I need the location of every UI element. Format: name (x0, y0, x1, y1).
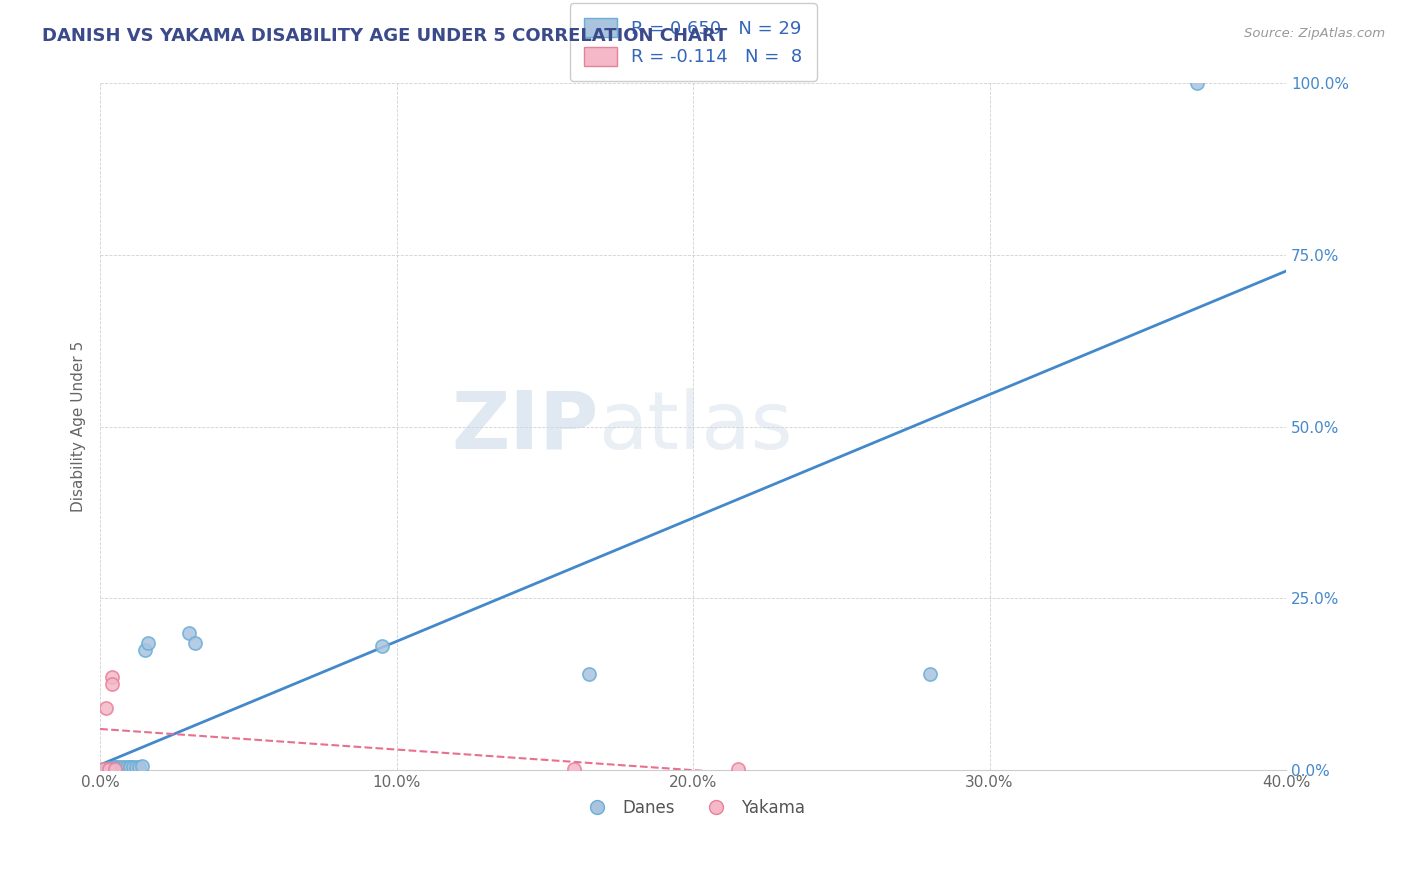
Point (578, 666, 600, 681)
Point (184, 636, 207, 650)
Point (98, 762, 121, 776)
Point (136, 636, 159, 650)
Point (91, 762, 114, 776)
Point (112, 760, 135, 774)
Point (104, 761, 127, 775)
Point (107, 760, 129, 774)
Point (104, 760, 127, 774)
Point (110, 760, 132, 774)
Y-axis label: Disability Age Under 5: Disability Age Under 5 (72, 341, 86, 512)
Point (98, 761, 121, 775)
Point (121, 759, 143, 773)
Text: DANISH VS YAKAMA DISABILITY AGE UNDER 5 CORRELATION CHART: DANISH VS YAKAMA DISABILITY AGE UNDER 5 … (42, 27, 727, 45)
Point (128, 759, 150, 773)
Text: atlas: atlas (598, 388, 793, 466)
Point (920, 666, 942, 681)
Point (110, 761, 132, 775)
Text: Source: ZipAtlas.com: Source: ZipAtlas.com (1244, 27, 1385, 40)
Point (177, 625, 200, 640)
Point (101, 670, 124, 684)
Point (101, 761, 124, 775)
Point (94, 762, 117, 776)
Point (94, 701, 117, 715)
Point (101, 677, 124, 691)
Point (131, 759, 153, 773)
Point (118, 759, 141, 773)
Point (104, 762, 127, 776)
Point (107, 761, 129, 775)
Legend: Danes, Yakama: Danes, Yakama (574, 792, 813, 823)
Point (134, 643, 156, 657)
Point (1185, 77, 1208, 91)
Point (98, 762, 121, 776)
Text: ZIP: ZIP (451, 388, 598, 466)
Point (727, 762, 749, 776)
Point (115, 760, 138, 774)
Point (371, 640, 394, 654)
Point (564, 762, 586, 776)
Point (101, 762, 124, 776)
Point (104, 760, 127, 774)
Point (125, 759, 148, 773)
Point (91, 762, 114, 776)
Point (118, 759, 141, 773)
